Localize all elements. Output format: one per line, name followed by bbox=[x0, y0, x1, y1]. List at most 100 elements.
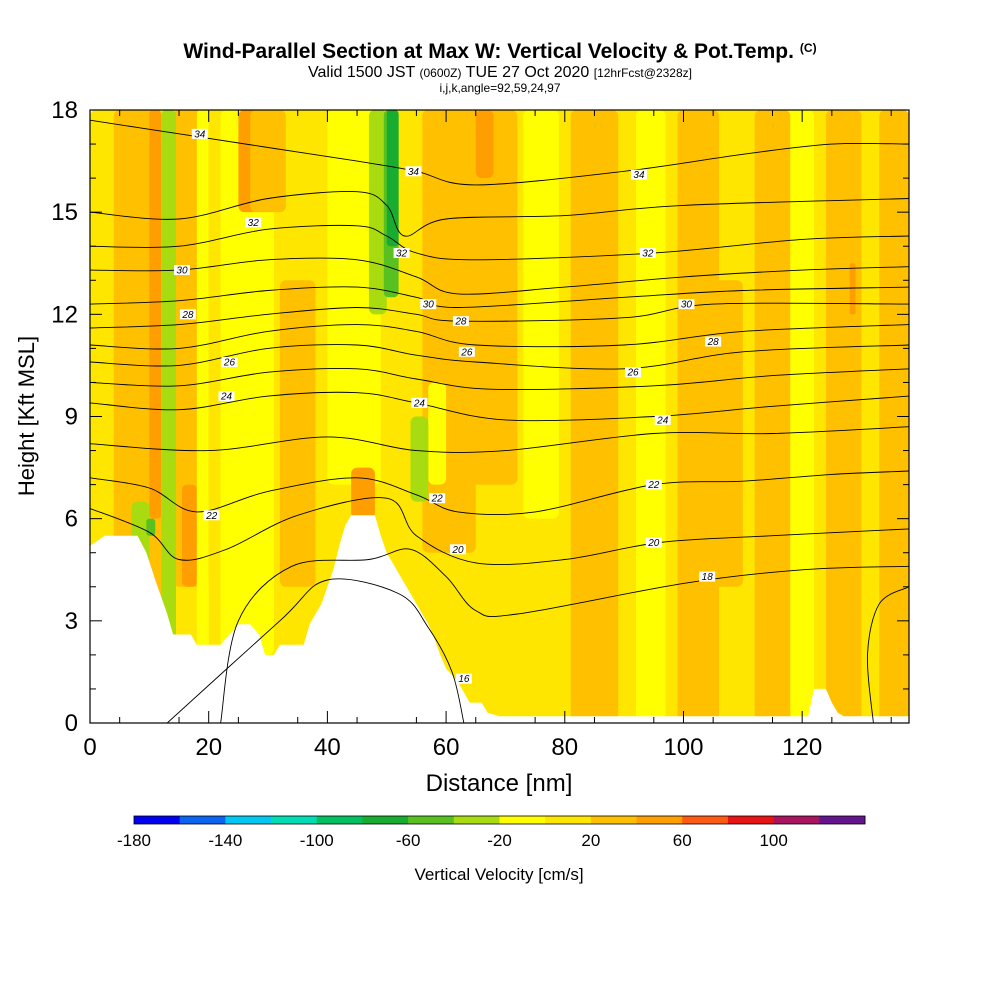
y-tick-label: 0 bbox=[65, 710, 78, 737]
colorbar-swatch bbox=[819, 816, 866, 824]
colorbar-swatch bbox=[179, 816, 226, 824]
colorbar-tick-label: -100 bbox=[300, 831, 334, 850]
colorbar-tick-label: -180 bbox=[117, 831, 151, 850]
x-tick-label: 0 bbox=[83, 734, 96, 761]
contour-label: 28 bbox=[181, 310, 194, 321]
contour-label: 20 bbox=[451, 545, 464, 556]
velocity-cell bbox=[327, 110, 381, 485]
contour-label-bg bbox=[630, 169, 647, 180]
colorbar-label: Vertical Velocity [cm/s] bbox=[414, 865, 583, 884]
theta-contour-line bbox=[90, 426, 909, 453]
colorbar-swatch bbox=[225, 816, 272, 824]
y-tick-label: 12 bbox=[51, 301, 78, 328]
x-tick-label: 60 bbox=[433, 734, 460, 761]
contour-label: 20 bbox=[647, 538, 660, 549]
colorbar-swatch bbox=[362, 816, 409, 824]
colorbar-tick-label: -60 bbox=[396, 831, 421, 850]
theta-contour-line bbox=[90, 191, 909, 237]
colorbar-swatch bbox=[727, 816, 775, 824]
theta-contour-line bbox=[90, 368, 909, 391]
contour-label-bg bbox=[245, 217, 262, 228]
contour-label-bg bbox=[455, 673, 472, 684]
title-mark: (C) bbox=[799, 41, 817, 55]
subtitle-date: TUE 27 Oct 2020 bbox=[465, 64, 590, 81]
theta-contour-line bbox=[166, 578, 465, 723]
velocity-cell bbox=[386, 110, 399, 247]
title-block: Wind-Parallel Section at Max W: Vertical… bbox=[0, 36, 1000, 94]
colorbar-swatch bbox=[134, 816, 181, 824]
colorbar-tick-label: -140 bbox=[208, 831, 242, 850]
x-tick-label: 100 bbox=[663, 734, 703, 761]
contour-label: 18 bbox=[702, 572, 714, 583]
subtitle-utc-time: (0600Z) bbox=[419, 66, 462, 80]
x-tick-label: 40 bbox=[314, 734, 341, 761]
contour-label: 32 bbox=[642, 249, 654, 260]
theta-contour-line bbox=[90, 497, 909, 566]
terrain-mask bbox=[90, 515, 909, 723]
velocity-cell bbox=[523, 110, 559, 519]
velocity-cell bbox=[849, 263, 856, 315]
colorbar-swatch bbox=[590, 816, 638, 824]
colorbar-swatch bbox=[271, 816, 318, 824]
contour-label-bg bbox=[405, 166, 422, 177]
velocity-cell bbox=[161, 110, 177, 655]
contour-label: 32 bbox=[396, 249, 408, 260]
y-axis-label: Height [Kft MSL] bbox=[14, 336, 39, 496]
contour-label-bg bbox=[645, 479, 662, 490]
contour-label-bg bbox=[393, 248, 410, 259]
colorbar-swatch bbox=[636, 816, 683, 824]
theta-contour-line bbox=[90, 224, 909, 261]
y-tick-label: 3 bbox=[65, 608, 78, 635]
colorbar-swatch bbox=[453, 816, 500, 824]
x-tick-label: 20 bbox=[195, 734, 222, 761]
contour-label: 24 bbox=[220, 392, 233, 403]
contour-label: 30 bbox=[423, 300, 435, 311]
colorbar-tick-label: 100 bbox=[759, 831, 787, 850]
subtitle-forecast: [12hrFcst@2328z] bbox=[593, 66, 692, 80]
theta-contour-layer bbox=[90, 119, 909, 723]
contour-label-bg bbox=[420, 299, 437, 310]
contour-label-bg bbox=[452, 316, 469, 327]
colorbar-swatch bbox=[316, 816, 363, 824]
colorbar-swatch bbox=[408, 816, 455, 824]
contour-label-bg bbox=[411, 397, 428, 408]
theta-contour-line bbox=[90, 119, 909, 186]
contour-label-bg bbox=[429, 493, 446, 504]
contour-label-bg bbox=[654, 414, 671, 425]
contour-label: 26 bbox=[223, 358, 236, 369]
chart-title-line: Wind-Parallel Section at Max W: Vertical… bbox=[0, 36, 1000, 64]
velocity-cell bbox=[570, 110, 619, 723]
velocity-cell bbox=[879, 110, 909, 723]
y-tick-label: 18 bbox=[51, 97, 78, 124]
velocity-cell bbox=[428, 382, 447, 485]
contour-label-bg bbox=[221, 357, 238, 368]
velocity-cell bbox=[825, 110, 862, 723]
contour-label: 28 bbox=[707, 337, 720, 348]
contour-label-bg bbox=[625, 367, 642, 378]
colorbar-tick-label: 20 bbox=[581, 831, 600, 850]
subtitle-valid-time: Valid 1500 JST bbox=[308, 64, 416, 81]
theta-contour-line bbox=[220, 548, 909, 723]
contour-label-bg bbox=[218, 391, 235, 402]
x-tick-label: 120 bbox=[782, 734, 822, 761]
theta-contour-line bbox=[90, 470, 909, 516]
colorbar: -180 -140 -100 -60 -20 20 60 100 bbox=[117, 815, 866, 850]
y-tick-label: 15 bbox=[51, 199, 78, 226]
contour-label-bg bbox=[449, 544, 466, 555]
contour-label: 32 bbox=[248, 218, 260, 229]
chart-subtitle-indices: i,j,k,angle=92,59,24,97 bbox=[439, 81, 561, 95]
theta-contour-line bbox=[90, 391, 909, 422]
velocity-cell bbox=[285, 314, 310, 400]
contour-label: 34 bbox=[408, 167, 420, 178]
contour-label: 22 bbox=[431, 494, 444, 505]
colorbar-swatch bbox=[499, 816, 546, 824]
contour-label: 34 bbox=[194, 129, 206, 140]
contour-label: 30 bbox=[176, 266, 188, 277]
contour-label: 26 bbox=[626, 368, 639, 379]
contour-label-bg bbox=[458, 346, 475, 357]
velocity-cell bbox=[250, 110, 286, 213]
contour-label: 24 bbox=[413, 398, 426, 409]
contour-label: 28 bbox=[454, 317, 467, 328]
contour-label-bg bbox=[639, 248, 656, 259]
contour-label-layer: 34 34 34 32 32 32 30 30 30 28 28 28 26 26 26 24 24 24 22 22… bbox=[173, 128, 722, 685]
